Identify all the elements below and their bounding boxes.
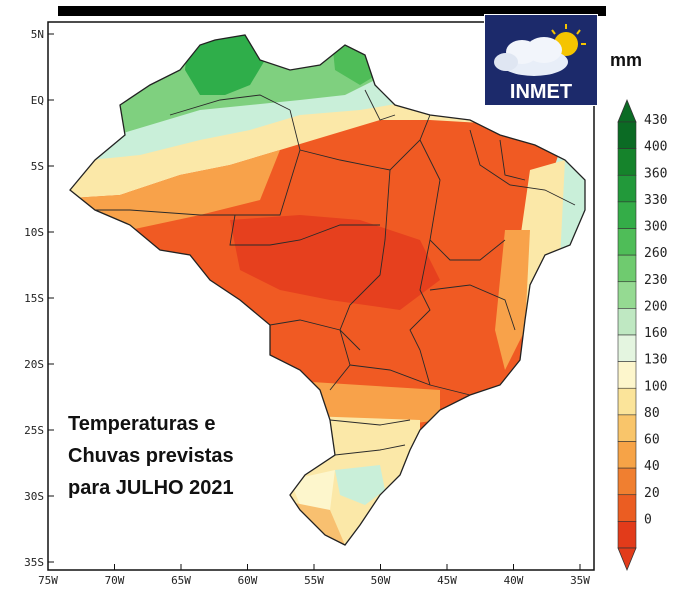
legend-swatch bbox=[617, 414, 637, 442]
legend-value-label: 400 bbox=[644, 140, 667, 155]
legend-swatch bbox=[617, 121, 637, 149]
lon-tick-label: 70W bbox=[105, 574, 125, 587]
state-border-tocantins-goias bbox=[339, 169, 391, 351]
logo-name: INMET bbox=[510, 81, 572, 103]
state-border-amazonas-east bbox=[235, 109, 301, 216]
lat-tick-label: 20S bbox=[24, 358, 44, 371]
caption-line-3: para JULHO 2021 bbox=[68, 477, 234, 499]
legend-value-label: 230 bbox=[644, 273, 667, 288]
legend-swatch bbox=[617, 494, 637, 522]
state-border-rondonia-mato-grosso bbox=[229, 214, 380, 246]
lat-tick-label: 35S bbox=[24, 556, 44, 569]
legend-swatch bbox=[617, 467, 637, 496]
state-border-acre bbox=[95, 209, 235, 216]
legend-swatch bbox=[617, 228, 637, 256]
lon-tick-label: 50W bbox=[371, 574, 391, 587]
field-mid-east-coast bbox=[515, 160, 565, 340]
state-border-ms-north bbox=[269, 319, 341, 331]
lat-tick-label: 30S bbox=[24, 490, 44, 503]
lon-tick-label: 45W bbox=[437, 574, 457, 587]
legend-swatch bbox=[617, 201, 637, 229]
lon-tick-label: 35W bbox=[570, 574, 590, 587]
legend-value-label: 0 bbox=[644, 512, 652, 527]
lat-tick-label: 5N bbox=[31, 28, 44, 41]
legend-value-label: 40 bbox=[644, 459, 660, 474]
legend-value-label: 300 bbox=[644, 220, 667, 235]
state-border-roraima bbox=[169, 94, 291, 116]
rainfall-legend: mm 4304003603303002602302001601301008060… bbox=[610, 50, 667, 572]
legend-swatch bbox=[617, 308, 637, 336]
caption-line-1: Temperaturas e bbox=[68, 413, 215, 435]
state-border-amapa bbox=[364, 89, 396, 121]
legend-value-label: 60 bbox=[644, 433, 660, 448]
latitude-ticks: 5N EQ 5S 10S 15S 20S 25S 30S 35S bbox=[24, 28, 54, 569]
legend-value-label: 20 bbox=[644, 486, 660, 501]
legend-value-label: 200 bbox=[644, 299, 667, 314]
legend-value-label: 80 bbox=[644, 406, 660, 421]
lon-tick-label: 40W bbox=[504, 574, 524, 587]
field-moist-south bbox=[335, 465, 385, 505]
legend-lower-arrow bbox=[617, 547, 637, 572]
legend-value-label: 260 bbox=[644, 246, 667, 261]
state-borders bbox=[95, 89, 576, 456]
state-border-northeast bbox=[469, 129, 576, 206]
state-border-santa-catarina bbox=[334, 444, 406, 456]
field-dry-east-coast bbox=[495, 230, 530, 370]
cloud-icon bbox=[494, 37, 568, 76]
legend-value-label: 360 bbox=[644, 166, 667, 181]
lat-tick-label: 10S bbox=[24, 226, 44, 239]
state-border-ceara bbox=[499, 139, 526, 181]
legend-swatch bbox=[617, 281, 637, 309]
legend-swatch bbox=[617, 361, 637, 389]
lon-tick-label: 60W bbox=[238, 574, 258, 587]
lat-tick-label: 5S bbox=[31, 160, 44, 173]
legend-unit: mm bbox=[610, 50, 642, 70]
lat-tick-label: 15S bbox=[24, 292, 44, 305]
top-border-bar bbox=[58, 6, 606, 16]
state-border-minas-bahia bbox=[429, 284, 516, 331]
lon-tick-label: 65W bbox=[171, 574, 191, 587]
inmet-logo: INMET bbox=[484, 14, 598, 106]
legend-labels: 4304003603303002602302001601301008060402… bbox=[644, 113, 667, 527]
state-border-maranhao-piaui-bahia bbox=[419, 139, 506, 261]
legend-color-bar bbox=[617, 98, 637, 572]
legend-swatch bbox=[617, 441, 637, 469]
state-border-sao-paulo bbox=[349, 364, 471, 396]
legend-value-label: 130 bbox=[644, 353, 667, 368]
legend-swatch bbox=[617, 387, 637, 416]
legend-upper-arrow bbox=[617, 98, 637, 123]
lon-tick-label: 55W bbox=[304, 574, 324, 587]
legend-swatch bbox=[617, 334, 637, 362]
legend-value-label: 100 bbox=[644, 379, 667, 394]
brazil-rainfall-map: 5N EQ 5S 10S 15S 20S 25S 30S 35S 75W 70W 65W 60W 55W… bbox=[24, 6, 606, 587]
caption-line-2: Chuvas previstas bbox=[68, 445, 234, 467]
lat-tick-label: 25S bbox=[24, 424, 44, 437]
legend-value-label: 160 bbox=[644, 326, 667, 341]
legend-swatch bbox=[617, 521, 637, 549]
lon-tick-label: 75W bbox=[38, 574, 58, 587]
state-border-minas-west bbox=[409, 239, 431, 386]
state-border-parana bbox=[329, 419, 411, 426]
legend-value-label: 330 bbox=[644, 193, 667, 208]
legend-swatch bbox=[617, 148, 637, 176]
legend-value-label: 430 bbox=[644, 113, 667, 128]
lat-tick-label: EQ bbox=[31, 94, 44, 107]
longitude-ticks: 75W 70W 65W 60W 55W 50W 45W 40W 35W bbox=[38, 564, 590, 587]
legend-swatch bbox=[617, 174, 637, 203]
field-driest-core bbox=[230, 215, 440, 310]
legend-swatch bbox=[617, 254, 637, 283]
